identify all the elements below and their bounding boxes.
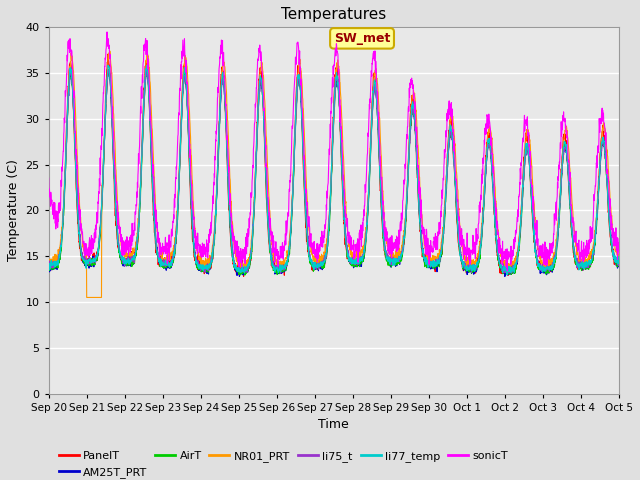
Title: Temperatures: Temperatures <box>281 7 387 22</box>
Y-axis label: Temperature (C): Temperature (C) <box>7 159 20 262</box>
X-axis label: Time: Time <box>319 418 349 431</box>
Legend: PanelT, AM25T_PRT, AirT, NR01_PRT, li75_t, li77_temp, sonicT: PanelT, AM25T_PRT, AirT, NR01_PRT, li75_… <box>54 447 513 480</box>
Text: SW_met: SW_met <box>334 32 390 45</box>
